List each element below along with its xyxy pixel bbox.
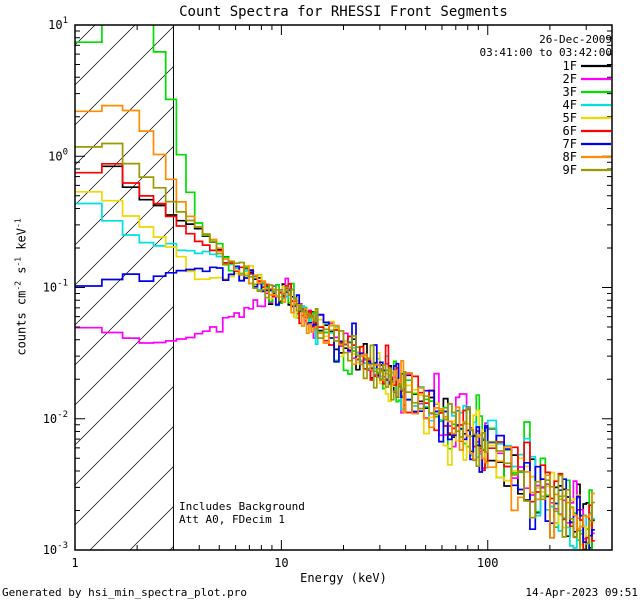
y-axis-tick-labels: 101 100 10-1 10-2 10-3 <box>43 16 68 557</box>
svg-text:10-2: 10-2 <box>43 410 68 426</box>
legend-label-4F: 4F <box>563 98 577 112</box>
legend-label-6F: 6F <box>563 124 577 138</box>
footer-timestamp: 14-Apr-2023 09:51 <box>525 586 638 599</box>
observation-date: 26-Dec-2009 <box>539 33 612 46</box>
observation-datetime: 26-Dec-2009 03:41:00 to 03:42:00 <box>480 33 612 59</box>
observation-time-range: 03:41:00 to 03:42:00 <box>479 46 612 59</box>
svg-text:10-3: 10-3 <box>43 541 68 557</box>
svg-text:100: 100 <box>477 556 499 570</box>
legend-label-5F: 5F <box>563 111 577 125</box>
svg-text:10-1: 10-1 <box>43 279 68 295</box>
legend-label-3F: 3F <box>563 85 577 99</box>
legend-label-2F: 2F <box>563 72 577 86</box>
legend-label-9F: 9F <box>563 163 577 177</box>
spectrum-curve-9F <box>75 142 595 550</box>
spectra-curves <box>75 25 595 550</box>
svg-text:100: 100 <box>48 147 68 163</box>
x-axis-label: Energy (keV) <box>300 571 387 585</box>
note-attenuator-state: Att A0, FDecim 1 <box>179 512 285 526</box>
legend-label-7F: 7F <box>563 137 577 151</box>
legend-label-1F: 1F <box>563 59 577 73</box>
svg-text:1: 1 <box>71 556 78 570</box>
plot-title: Count Spectra for RHESSI Front Segments <box>179 4 508 20</box>
svg-text:101: 101 <box>48 16 68 32</box>
hatched-low-energy-region <box>75 25 174 550</box>
y-axis-label: counts cm-2 s-1 keV-1 <box>13 218 29 356</box>
plot-notes: Includes Background Att A0, FDecim 1 <box>179 500 305 526</box>
legend-label-8F: 8F <box>563 150 577 164</box>
x-axis-tick-labels: 1 10 100 <box>71 556 498 570</box>
svg-text:10: 10 <box>274 556 288 570</box>
note-includes-background: Includes Background <box>179 500 305 513</box>
footer-generator-text: Generated by hsi_min_spectra_plot.pro <box>2 586 248 599</box>
